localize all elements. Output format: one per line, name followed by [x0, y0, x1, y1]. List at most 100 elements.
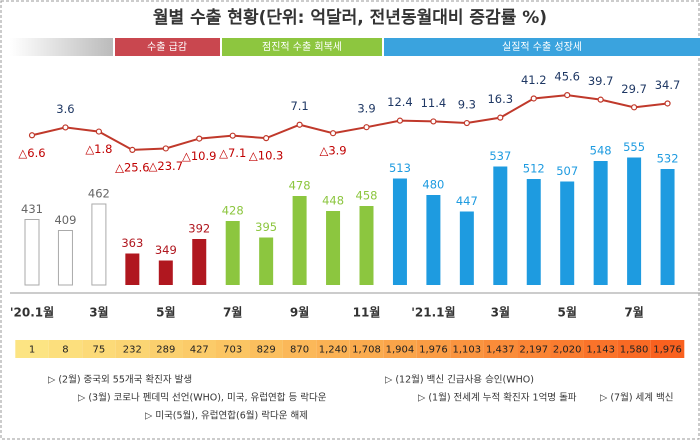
growth-label: △25.6	[115, 160, 149, 174]
phase-band	[384, 38, 700, 56]
row-cell	[517, 340, 551, 358]
x-tick-label: 7월	[624, 305, 643, 320]
growth-point	[196, 135, 203, 142]
x-tick-label: '21.1월	[411, 305, 455, 320]
row-cell-label: 1,580	[620, 345, 649, 356]
bar-value-label: 448	[322, 194, 344, 208]
bar-value-label: 395	[255, 220, 277, 234]
growth-label: △10.9	[182, 149, 216, 163]
bar-value-label: 548	[590, 144, 612, 158]
bar-value-label: 447	[456, 194, 478, 208]
phase-label: 점진적 수출 회복세	[262, 41, 342, 53]
row-cell	[15, 340, 49, 358]
growth-label: △3.9	[319, 144, 346, 158]
row-cell	[115, 340, 150, 358]
bar	[459, 211, 474, 285]
bar-value-label: 513	[389, 161, 411, 175]
growth-point	[463, 119, 470, 127]
x-tick-label: 11월	[353, 305, 381, 320]
row-cell-label: 75	[93, 345, 106, 356]
phase-label: 수출 급감	[147, 41, 187, 53]
x-tick-label: 5월	[156, 305, 175, 320]
bar	[259, 237, 274, 285]
growth-label: 34.7	[655, 78, 681, 92]
growth-label: 16.3	[487, 92, 513, 106]
bar-value-label: 532	[657, 152, 679, 166]
row-cell-label: 1,103	[453, 345, 482, 356]
row-cell-label: 829	[257, 345, 276, 356]
growth-label: △7.1	[219, 146, 246, 160]
growth-label: 12.4	[387, 95, 413, 109]
row-cell-label: 703	[223, 345, 242, 356]
growth-label: 41.2	[521, 73, 547, 87]
row-cell	[483, 340, 518, 358]
growth-point	[430, 118, 437, 125]
growth-point	[497, 114, 504, 121]
note: ▷ (12월) 백신 긴급사용 승인(WHO)	[385, 374, 534, 386]
row-cell-label: 1,708	[352, 345, 381, 356]
row-cell	[617, 340, 651, 358]
note: ▷ 미국(5월), 유럽연합(6월) 락다운 해제	[145, 410, 308, 422]
bar-value-label: 507	[556, 164, 578, 178]
x-tick-label: 3월	[89, 305, 108, 320]
x-tick-label: 7월	[223, 305, 242, 320]
growth-label: 29.7	[621, 82, 647, 96]
growth-label: 39.7	[588, 74, 614, 88]
bar	[493, 166, 508, 285]
row-cell-label: 8	[62, 345, 68, 356]
bar	[359, 206, 374, 285]
row-cell-label: 870	[290, 345, 309, 356]
row-cell	[383, 340, 417, 358]
row-cell	[349, 340, 384, 358]
row-cell-label: 232	[123, 345, 142, 356]
note: ▷ (7월) 세계 백신	[600, 392, 674, 404]
note: ▷ (3월) 코로나 펜데믹 선언(WHO), 미국, 유럽연합 등 락다운	[78, 392, 327, 404]
note: ▷ (2월) 중국외 55개국 확진자 발생	[48, 374, 192, 386]
growth-label: 3.6	[56, 102, 74, 116]
row-cell	[149, 340, 183, 358]
bar-value-label: 512	[523, 162, 545, 176]
bar-value-label: 428	[222, 204, 244, 218]
growth-point	[363, 124, 370, 131]
row-cell-label: 2,197	[519, 345, 548, 356]
bar-value-label: 409	[54, 213, 76, 227]
row-cell-label: 1,976	[419, 345, 448, 356]
phase-band	[115, 38, 220, 56]
bar	[660, 169, 675, 285]
phase-band	[10, 38, 113, 56]
growth-label: 11.4	[421, 96, 447, 110]
chart-title: 월별 수출 현황(단위: 억달러, 전년동월대비 증감률 %)	[153, 7, 547, 28]
row-cell-label: 1,143	[586, 345, 615, 356]
row-cell-label: 427	[190, 345, 209, 356]
row-cell	[48, 340, 83, 358]
row-cell	[182, 340, 216, 358]
bar-value-label: 555	[623, 140, 645, 154]
growth-line	[31, 94, 668, 151]
row-cell-label: 1	[29, 345, 35, 356]
growth-label: 7.1	[290, 99, 308, 113]
row-cell-label: 289	[156, 345, 175, 356]
growth-point	[95, 128, 103, 135]
growth-label: △10.3	[249, 149, 283, 163]
row-cell-label: 2,020	[553, 345, 582, 356]
x-tick-label: 5월	[558, 305, 577, 320]
bar	[57, 230, 73, 286]
bar-value-label: 478	[289, 179, 311, 193]
growth-point	[396, 117, 404, 124]
row-cell	[282, 340, 317, 358]
bar-value-label: 363	[121, 236, 143, 250]
growth-point	[329, 130, 337, 137]
growth-point	[28, 132, 36, 139]
growth-label: △23.7	[149, 159, 183, 173]
bar	[24, 219, 40, 286]
growth-point	[229, 132, 236, 139]
row-cell	[416, 340, 451, 358]
row-cell	[583, 340, 618, 358]
growth-label: △1.8	[85, 142, 112, 156]
bar	[526, 179, 541, 285]
bar	[426, 195, 441, 285]
bar	[392, 178, 407, 285]
row-cell	[650, 340, 685, 358]
